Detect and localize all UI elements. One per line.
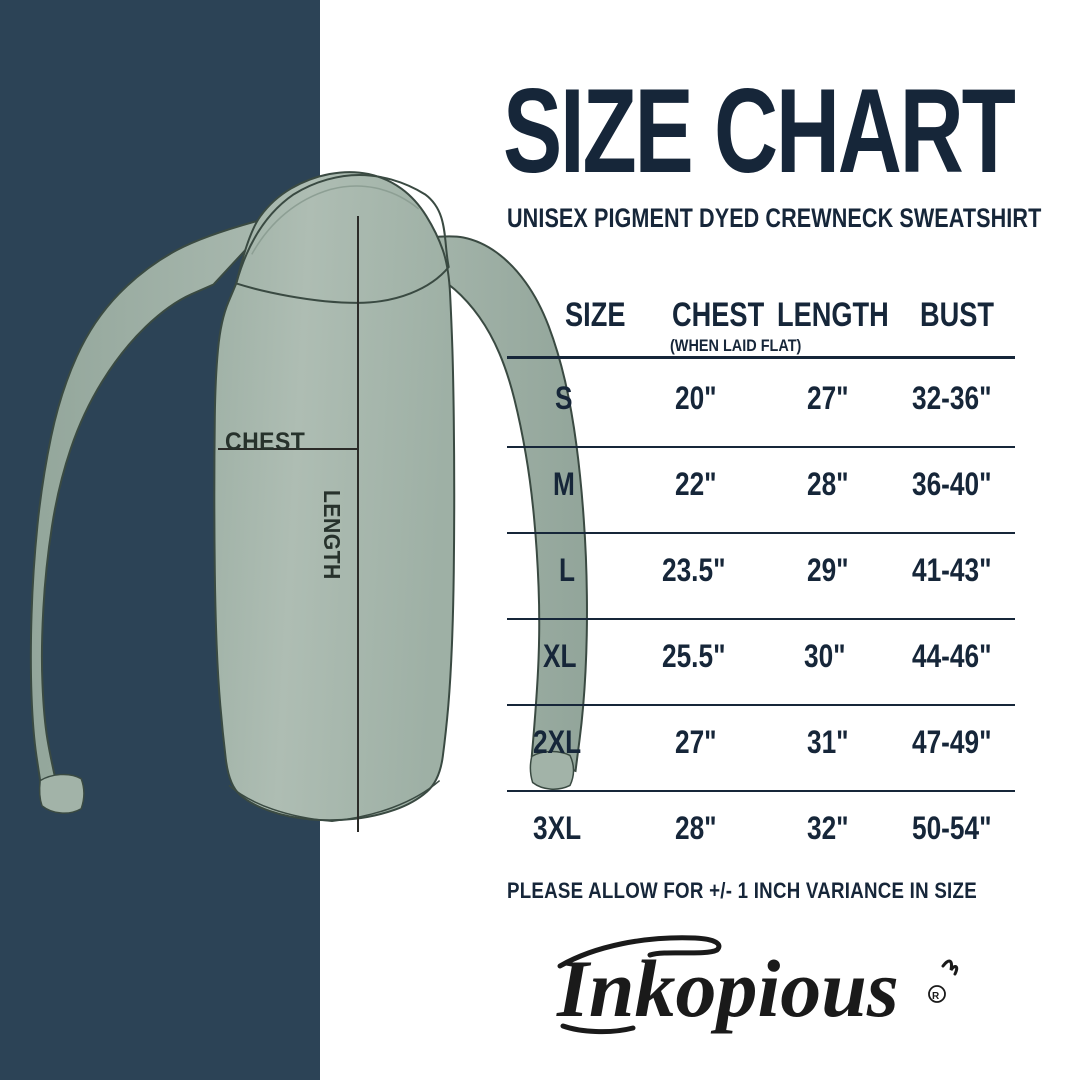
svg-text:Inkopious: Inkopious: [556, 943, 899, 1034]
svg-text:R: R: [932, 991, 940, 1002]
